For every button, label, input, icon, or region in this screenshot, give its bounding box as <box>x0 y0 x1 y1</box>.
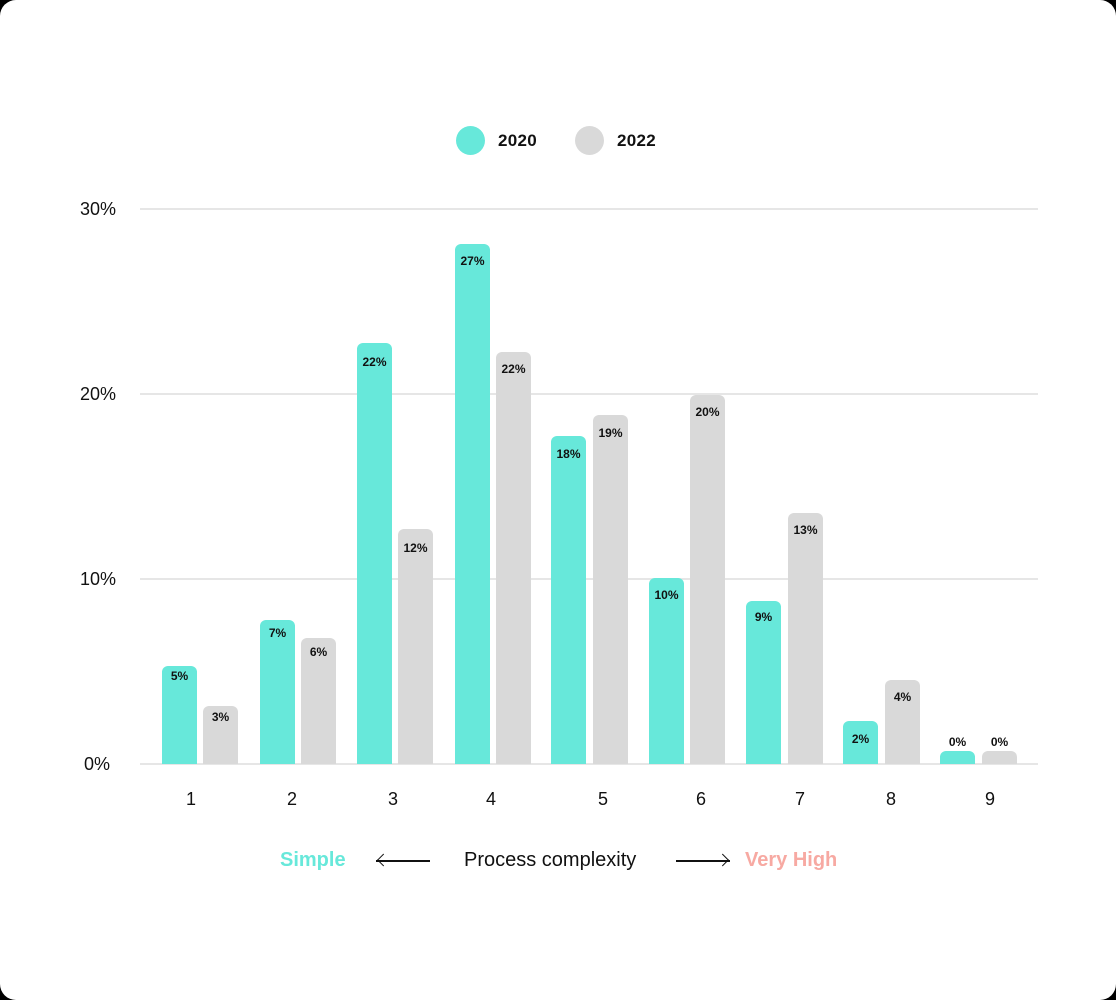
bar-value-label: 5% <box>170 669 189 683</box>
bar-value-label: 19% <box>598 426 623 440</box>
bar-2020-1 <box>162 666 197 764</box>
x-tick-label: 5 <box>597 789 608 809</box>
bar-2020-7 <box>746 601 781 764</box>
bar-value-label: 9% <box>754 610 773 624</box>
bar-2022-3 <box>398 529 433 764</box>
bar-2020-2 <box>260 620 295 764</box>
bar-value-label: 7% <box>268 626 287 640</box>
bar-2022-6 <box>690 395 725 764</box>
bar-2020-5 <box>551 436 586 764</box>
chart-legend: 2020 2022 <box>456 126 694 155</box>
bar-2020-8 <box>843 721 878 764</box>
y-tick-label: 20% <box>80 384 117 404</box>
bar-value-label: 6% <box>309 645 328 659</box>
x-tick-label: 2 <box>286 789 297 809</box>
x-tick-label: 9 <box>984 789 995 809</box>
bar-2022-4 <box>496 352 531 764</box>
gridline-20 <box>140 393 1038 395</box>
x-tick-label: 1 <box>185 789 196 809</box>
x-tick-label: 7 <box>794 789 805 809</box>
x-tick-label: 4 <box>485 789 496 809</box>
bar-2022-9 <box>982 751 1017 764</box>
bar-value-label: 22% <box>362 355 387 369</box>
bar-value-label: 4% <box>893 690 912 704</box>
bar-value-label: 0% <box>948 735 967 749</box>
bar-value-label: 2% <box>851 732 870 746</box>
y-tick-label: 10% <box>80 569 117 589</box>
bar-2020-3 <box>357 343 392 764</box>
x-tick-label: 3 <box>387 789 398 809</box>
bar-2022-8 <box>885 680 920 764</box>
legend-item-2022: 2022 <box>575 126 656 155</box>
x-tick-label: 8 <box>885 789 896 809</box>
bar-value-label: 0% <box>990 735 1009 749</box>
bar-value-label: 13% <box>793 523 818 537</box>
bar-value-label: 3% <box>211 710 230 724</box>
bar-value-label: 10% <box>654 588 679 602</box>
bar-2020-4 <box>455 244 490 764</box>
arrow-left-icon <box>376 846 430 882</box>
bar-value-label: 18% <box>556 447 581 461</box>
y-tick-label: 0% <box>84 754 111 774</box>
y-tick-label: 30% <box>80 199 117 219</box>
x-tick-label: 6 <box>695 789 706 809</box>
x-axis-title: Process complexity <box>464 849 637 871</box>
legend-item-2020: 2020 <box>456 126 537 155</box>
x-axis-caption: Simple Process complexity Very High <box>0 846 1116 876</box>
legend-label: 2020 <box>498 130 538 150</box>
bar-2020-9 <box>940 751 975 764</box>
legend-dot-icon <box>575 126 605 155</box>
very-high-label: Very High <box>745 849 838 871</box>
bar-value-label: 12% <box>403 541 428 555</box>
bar-2022-7 <box>788 513 823 764</box>
legend-dot-icon <box>456 126 485 155</box>
arrow-right-icon <box>676 846 730 882</box>
bar-2022-1 <box>203 706 238 764</box>
gridline-30 <box>140 208 1038 210</box>
bar-2022-2 <box>301 638 336 764</box>
bar-2020-6 <box>649 578 684 764</box>
simple-label: Simple <box>280 849 346 871</box>
legend-label: 2022 <box>617 130 657 150</box>
gridline-10 <box>140 578 1038 580</box>
bar-value-label: 27% <box>460 254 485 268</box>
bar-value-label: 22% <box>501 362 526 376</box>
bar-value-label: 20% <box>695 405 720 419</box>
gridline-0 <box>140 763 1038 765</box>
bar-2022-5 <box>593 415 628 764</box>
